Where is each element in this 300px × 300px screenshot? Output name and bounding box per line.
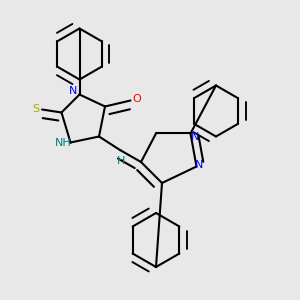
Text: N: N	[195, 160, 204, 170]
Text: H: H	[117, 155, 126, 166]
Text: N: N	[191, 131, 199, 142]
Text: O: O	[132, 94, 141, 104]
Text: S: S	[32, 104, 40, 115]
Text: NH: NH	[55, 137, 71, 148]
Text: N: N	[69, 86, 78, 97]
